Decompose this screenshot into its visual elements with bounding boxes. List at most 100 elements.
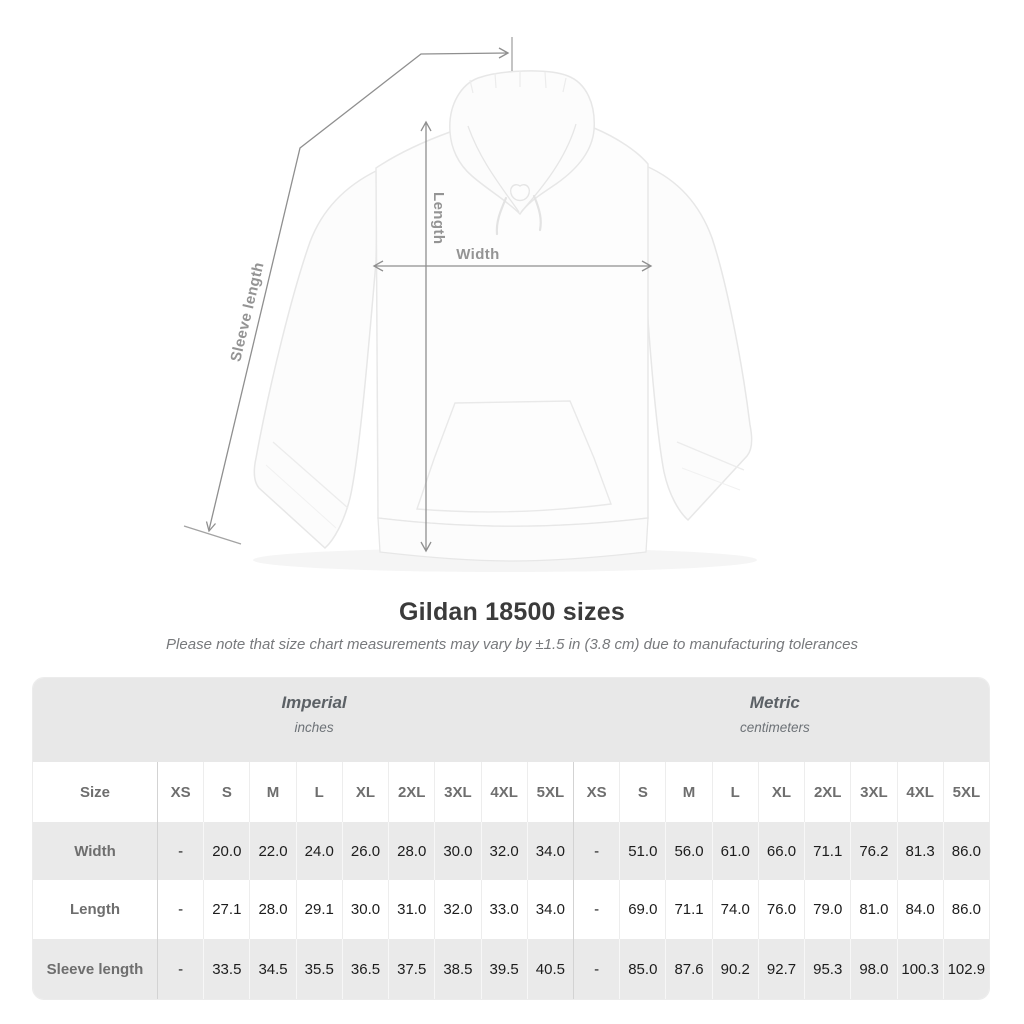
table-cell: 84.0	[896, 880, 943, 939]
size-col-header: XL	[341, 762, 388, 822]
table-cell: 32.0	[434, 880, 480, 939]
size-col-header: S	[619, 762, 665, 822]
table-cell: 74.0	[711, 880, 758, 939]
table-cell: -	[157, 822, 203, 880]
table-cell: 29.1	[295, 880, 342, 939]
table-cell: -	[572, 880, 619, 939]
size-col-header: 2XL	[388, 762, 434, 822]
table-cell: -	[572, 822, 619, 880]
hoodie-hem	[377, 517, 649, 562]
table-cell: 34.0	[526, 880, 573, 939]
imperial-group-header: Imperial inches	[281, 693, 346, 735]
size-col-header: XS	[157, 762, 203, 822]
table-cell: 86.0	[942, 880, 989, 939]
hoodie-drawstring-left	[495, 196, 508, 236]
table-cell: 79.0	[804, 880, 850, 939]
table-cell: -	[157, 939, 203, 999]
size-col-header: XS	[572, 762, 619, 822]
table-cell: 81.0	[850, 880, 896, 939]
unit-group-band: Imperial inches Metric centimeters	[33, 678, 989, 762]
table-cell: 66.0	[757, 822, 804, 880]
table-cell: 20.0	[203, 822, 249, 880]
table-cell: 61.0	[711, 822, 758, 880]
table-cell: 30.0	[434, 822, 480, 880]
table-cell: 85.0	[619, 939, 665, 999]
length-label: Length	[430, 192, 447, 244]
size-col-header: 5XL	[942, 762, 989, 822]
size-col-header: 5XL	[526, 762, 573, 822]
size-col-header: L	[711, 762, 758, 822]
row-label: Width	[74, 842, 116, 860]
table-cell: 33.5	[203, 939, 249, 999]
size-col-header: 3XL	[434, 762, 480, 822]
table-cell: 100.3	[896, 939, 943, 999]
table-cell: 81.3	[896, 822, 943, 880]
table-cell: 33.0	[480, 880, 527, 939]
size-col-header: 2XL	[804, 762, 850, 822]
size-col-header: XL	[757, 762, 804, 822]
table-cell: 28.0	[388, 822, 434, 880]
row-label: Sleeve length	[46, 960, 144, 978]
table-cell: 92.7	[757, 939, 804, 999]
hoodie-right-sleeve	[643, 164, 753, 522]
imperial-unit: inches	[294, 720, 334, 735]
width-label: Width	[456, 246, 500, 263]
table-cell: 71.1	[665, 880, 711, 939]
table-cell: 98.0	[850, 939, 896, 999]
table-cell: 37.5	[388, 939, 434, 999]
size-col-header: M	[249, 762, 295, 822]
table-cell: 90.2	[711, 939, 758, 999]
table-cell: 38.5	[434, 939, 480, 999]
table-cell: 51.0	[619, 822, 665, 880]
table-cell: 28.0	[249, 880, 295, 939]
size-col-header: S	[203, 762, 249, 822]
hoodie-drawstring-right	[532, 194, 542, 232]
table-cell: 40.5	[526, 939, 573, 999]
width-arrow	[372, 260, 653, 272]
size-col-header: M	[665, 762, 711, 822]
table-row-length: Length - 27.1 28.0 29.1 30.0 31.0 32.0 3…	[33, 880, 989, 939]
page-title: Gildan 18500 sizes	[399, 598, 625, 626]
table-cell: 26.0	[341, 822, 388, 880]
table-cell: 35.5	[295, 939, 342, 999]
table-cell: 87.6	[665, 939, 711, 999]
hoodie-pocket	[416, 400, 612, 513]
metric-group-header: Metric centimeters	[740, 693, 810, 735]
size-col-header: 4XL	[896, 762, 943, 822]
table-row-sleeve-length: Sleeve length - 33.5 34.5 35.5 36.5 37.5…	[33, 939, 989, 999]
table-cell: 31.0	[388, 880, 434, 939]
table-cell: 30.0	[341, 880, 388, 939]
hoodie-illustration: Width Length Sleeve length	[183, 37, 753, 562]
table-cell: 22.0	[249, 822, 295, 880]
table-cell: 24.0	[295, 822, 342, 880]
table-cell: 27.1	[203, 880, 249, 939]
hoodie-measurement-diagram: Width Length Sleeve length	[183, 37, 753, 562]
hoodie-drawstring-bow	[510, 184, 530, 202]
hoodie-left-sleeve	[253, 168, 379, 550]
table-cell: 34.0	[526, 822, 573, 880]
hoodie-hood	[449, 70, 595, 216]
table-cell: 86.0	[942, 822, 989, 880]
imperial-label: Imperial	[281, 693, 347, 712]
table-cell: 76.0	[757, 880, 804, 939]
length-arrow	[420, 120, 432, 553]
table-cell: 71.1	[804, 822, 850, 880]
table-cell: 95.3	[804, 939, 850, 999]
size-chart-table: Imperial inches Metric centimeters Size …	[32, 677, 990, 1000]
table-cell: -	[157, 880, 203, 939]
size-col-header: 3XL	[850, 762, 896, 822]
metric-label: Metric	[749, 693, 800, 712]
table-cell: 56.0	[665, 822, 711, 880]
table-cell: 34.5	[249, 939, 295, 999]
table-cell: 69.0	[619, 880, 665, 939]
sleeve-length-arrow	[183, 37, 513, 545]
table-cell: 36.5	[341, 939, 388, 999]
tolerance-note: Please note that size chart measurements…	[166, 636, 858, 653]
size-col-header: 4XL	[480, 762, 527, 822]
row-label: Length	[70, 901, 120, 918]
size-header-row: Size XS S M L XL 2XL 3XL 4XL 5XL XS S M …	[33, 762, 989, 822]
table-cell: 32.0	[480, 822, 527, 880]
table-cell: 39.5	[480, 939, 527, 999]
table-cell: 102.9	[942, 939, 989, 999]
metric-unit: centimeters	[739, 720, 810, 735]
